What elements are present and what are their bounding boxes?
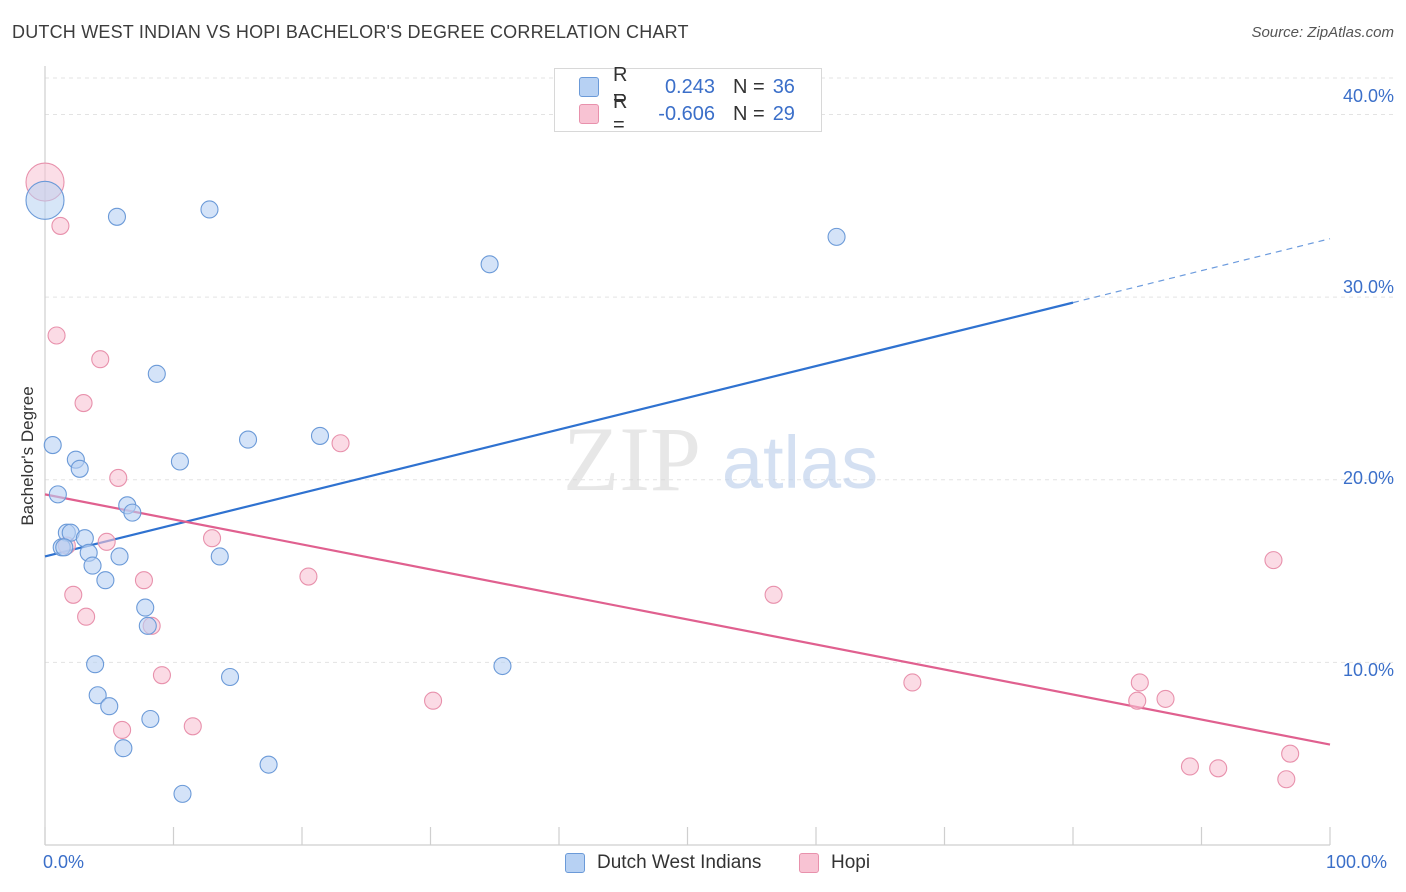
trend-layer xyxy=(44,238,1331,746)
hopi-point xyxy=(1209,759,1228,778)
dutch-west-indians-point xyxy=(238,430,258,449)
dutch-west-indians-point xyxy=(100,697,119,716)
hopi-point xyxy=(299,567,318,586)
hopi-point xyxy=(183,717,202,736)
hopi-point xyxy=(331,434,350,453)
x-tick-label: 0.0% xyxy=(43,852,85,872)
dutch-west-indians-point xyxy=(141,709,160,729)
legend-row-dutch-west-indians: R = 0.243 N = 36 xyxy=(579,64,795,109)
y-axis-title: Bachelor's Degree xyxy=(18,386,37,526)
dutch-west-indians-point xyxy=(210,547,229,566)
dutch-west-indians-point xyxy=(480,255,499,274)
hopi-point xyxy=(203,529,222,548)
dutch-west-indians-point xyxy=(83,556,102,575)
dutch-west-indians-point xyxy=(123,503,142,522)
dutch-west-indians-point xyxy=(136,598,155,617)
hopi-point xyxy=(1277,770,1296,789)
dutch-west-indians-point xyxy=(48,485,67,504)
y-tick-label: 10.0% xyxy=(1342,660,1394,680)
y-tick-label: 20.0% xyxy=(1342,468,1394,488)
watermark: ZIP atlas xyxy=(563,408,878,510)
y-tick-label: 30.0% xyxy=(1342,277,1394,297)
dutch-west-indians-point xyxy=(173,784,192,803)
chart-title: DUTCH WEST INDIAN VS HOPI BACHELOR'S DEG… xyxy=(12,22,689,42)
series-legend-swatch xyxy=(799,853,819,873)
dutch-west-indians-point xyxy=(200,200,219,219)
hopi-point xyxy=(47,326,66,345)
dutch-west-indians-point xyxy=(310,426,330,445)
legend-r-value: 0.243 xyxy=(664,75,715,98)
hopi-point xyxy=(77,607,96,626)
legend-r-label: R = xyxy=(613,91,628,136)
x-tick-label: 100.0% xyxy=(1326,852,1388,872)
source-label: Source: ZipAtlas.com xyxy=(1251,24,1394,41)
hopi-point xyxy=(1156,689,1175,708)
dutch-west-indians-point xyxy=(88,686,107,705)
dutch-west-indians-point xyxy=(147,364,166,383)
dutch-west-indians-point xyxy=(86,655,105,674)
hopi-point xyxy=(424,691,443,710)
legend-r-value: -0.606 xyxy=(658,102,715,125)
hopi-point xyxy=(903,673,922,692)
hopi-point xyxy=(113,720,132,740)
legend-n-value: 36 xyxy=(772,75,795,98)
watermark-zip: ZIP xyxy=(563,408,701,510)
hopi-point xyxy=(134,571,153,590)
hopi-point xyxy=(1130,673,1149,692)
hopi-point xyxy=(64,585,83,604)
dutch-west-indians-trend-extension xyxy=(1072,238,1331,304)
hopi-trend-line xyxy=(44,493,1331,746)
hopi-point xyxy=(97,532,116,551)
hopi-point xyxy=(91,350,110,369)
hopi-point xyxy=(74,394,93,413)
series-legend-dutch-west-indians[interactable]: Dutch West Indians xyxy=(565,852,761,874)
dutch-west-indians-point xyxy=(110,547,129,566)
legend-r-label: R = xyxy=(613,64,628,109)
hopi-point xyxy=(109,468,128,487)
dutch-west-indians-point xyxy=(70,459,89,478)
hopi-point xyxy=(1264,551,1283,570)
series-legend-hopi[interactable]: Hopi xyxy=(799,852,870,874)
series-legend-label: Dutch West Indians xyxy=(597,852,762,873)
dutch-west-indians-point xyxy=(827,227,846,246)
hopi-point xyxy=(1281,744,1300,763)
dutch-west-indians-trend-line xyxy=(44,301,1074,558)
legend-n-value: 29 xyxy=(772,102,795,125)
hopi-point xyxy=(51,216,70,235)
series-legend-label: Hopi xyxy=(831,852,871,873)
dutch-west-indians-point xyxy=(220,667,240,687)
dutch-west-indians-point xyxy=(43,436,62,455)
hopi-point xyxy=(764,585,783,604)
dutch-west-indians-point xyxy=(25,180,65,220)
hopi-point xyxy=(1128,691,1147,710)
series-legend-swatch xyxy=(565,853,585,873)
dutch-west-indians-point xyxy=(493,656,512,676)
point-layer xyxy=(25,162,1300,803)
hopi-point xyxy=(1180,757,1199,776)
legend-row-hopi: R = -0.606 N = 29 xyxy=(579,91,795,136)
dutch-west-indians-point xyxy=(107,207,127,226)
legend-swatch-pink xyxy=(579,104,599,124)
watermark-atlas: atlas xyxy=(722,421,878,504)
dutch-west-indians-point xyxy=(114,739,133,758)
y-tick-label: 40.0% xyxy=(1342,86,1394,106)
dutch-west-indians-point xyxy=(138,616,157,635)
legend-n-label: N = xyxy=(733,75,765,98)
hopi-point xyxy=(152,666,171,685)
dutch-west-indians-point xyxy=(170,452,189,471)
legend-n-label: N = xyxy=(733,102,765,125)
dutch-west-indians-point xyxy=(55,538,74,557)
dutch-west-indians-point xyxy=(96,571,115,590)
dutch-west-indians-point xyxy=(259,755,278,774)
correlation-legend: R = 0.243 N = 36 R = -0.606 N = 29 xyxy=(554,64,822,136)
grid-layer xyxy=(44,66,1393,846)
legend-swatch-blue xyxy=(579,77,599,97)
